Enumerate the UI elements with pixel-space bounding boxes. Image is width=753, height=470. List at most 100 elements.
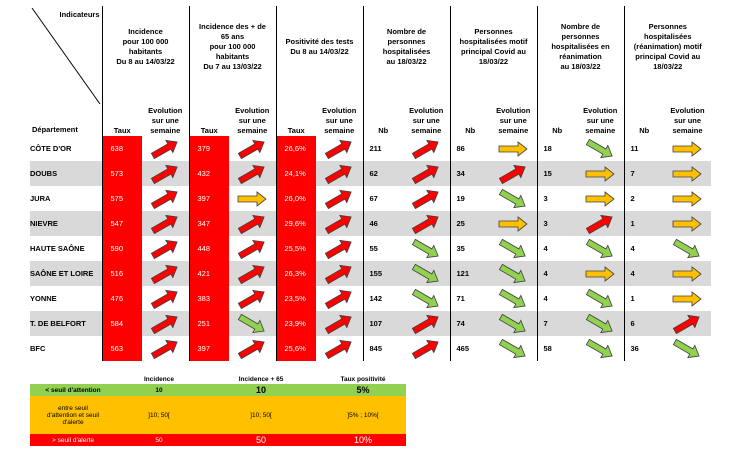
value-cell: 584: [101, 311, 142, 336]
evolution-cell: [403, 186, 450, 211]
value-cell: 573: [101, 161, 142, 186]
arrow-flat-icon: [672, 215, 702, 232]
evolution-cell: [490, 136, 537, 161]
evolution-cell: [490, 186, 537, 211]
arrow-flat-icon: [585, 190, 615, 207]
value-cell: 25,6%: [275, 336, 316, 361]
value-cell: 547: [101, 211, 142, 236]
evolution-cell: [316, 336, 363, 361]
arrow-down-icon: [498, 188, 526, 208]
evolution-cell: [142, 336, 189, 361]
evolution-cell: [142, 161, 189, 186]
table-row: CÔTE D'OR 638 379 26,6% 211 86 18 11: [30, 136, 711, 161]
value-cell: 6: [623, 311, 664, 336]
value-cell: 1: [623, 286, 664, 311]
corner-cell: Indicateurs Département: [30, 6, 102, 136]
col-header-evolution: Evolution sur une semaine: [670, 106, 705, 135]
value-cell: 476: [101, 286, 142, 311]
value-cell: 155: [362, 261, 403, 286]
legend-value: 10: [116, 384, 202, 396]
department-name: SAÔNE ET LOIRE: [30, 261, 102, 286]
evolution-cell: [229, 261, 276, 286]
evolution-cell: [403, 236, 450, 261]
department-name: HAUTE SAÔNE: [30, 244, 85, 253]
arrow-up-icon: [324, 164, 352, 184]
value-cell: 26,0%: [275, 186, 316, 211]
table-row: SAÔNE ET LOIRE 516 421 26,3% 155 121 4 4: [30, 261, 711, 286]
col-header-evolution: Evolution sur une semaine: [235, 106, 270, 135]
evolution-cell: [490, 211, 537, 236]
value-cell: 1: [623, 211, 664, 236]
col-header-value: Taux: [188, 87, 229, 136]
evolution-cell: [664, 286, 711, 311]
arrow-flat-icon: [672, 265, 702, 282]
evolution-cell: [577, 236, 624, 261]
arrow-down-icon: [585, 138, 613, 158]
arrow-up-icon: [324, 339, 352, 359]
arrow-down-icon: [498, 338, 526, 358]
value-cell: 121: [449, 261, 490, 286]
table-row: DOUBS 573 432 24,1% 62 34 15 7: [30, 161, 711, 186]
arrow-up-icon: [411, 339, 439, 359]
evolution-cell: [316, 286, 363, 311]
value-cell: 62: [362, 161, 403, 186]
value-cell: 379: [188, 136, 229, 161]
evolution-cell: [316, 136, 363, 161]
value-cell: 26,6%: [275, 136, 316, 161]
evolution-cell: [142, 211, 189, 236]
value-cell: 23,9%: [275, 311, 316, 336]
arrow-up-icon: [411, 189, 439, 209]
value-cell: 845: [362, 336, 403, 361]
value-cell: 4: [536, 286, 577, 311]
arrow-up-icon: [411, 139, 439, 159]
col-header-evolution: Evolution sur une semaine: [583, 106, 618, 135]
department-name: T. DE BELFORT: [30, 311, 102, 336]
arrow-down-icon: [585, 313, 613, 333]
legend-header-row: Incidence Incidence + 65 Taux positivité: [30, 374, 406, 384]
arrow-up-icon: [672, 314, 700, 334]
value-cell: 251: [188, 311, 229, 336]
col-header-value: Nb: [449, 87, 490, 136]
value-cell: 107: [362, 311, 403, 336]
col-header-evolution: Evolution sur une semaine: [496, 106, 531, 135]
value-cell: 19: [449, 186, 490, 211]
arrow-up-icon: [324, 189, 352, 209]
evolution-cell: [577, 136, 624, 161]
arrow-up-icon: [324, 139, 352, 159]
value-cell: 421: [188, 261, 229, 286]
arrow-down-icon: [237, 313, 265, 333]
value-cell: 34: [449, 161, 490, 186]
arrow-up-icon: [324, 289, 352, 309]
col-header-evolution: Evolution sur une semaine: [148, 106, 183, 135]
indicators-table: Indicateurs Département Incidence pour 1…: [30, 6, 711, 361]
arrow-up-icon: [150, 239, 178, 259]
evolution-cell: [403, 211, 450, 236]
arrow-down-icon: [585, 288, 613, 308]
col-header-value: Taux: [101, 87, 142, 136]
arrow-up-icon: [237, 289, 265, 309]
arrow-up-icon: [411, 164, 439, 184]
col-header-value: Nb: [623, 87, 664, 136]
value-cell: 23,5%: [275, 286, 316, 311]
evolution-cell: [142, 236, 189, 261]
group-header-hospitalised-covid: Personnes hospitalisées motif principal …: [449, 6, 537, 87]
evolution-cell: [403, 261, 450, 286]
value-cell: 55: [362, 236, 403, 261]
legend-header-incidence-65: Incidence + 65: [238, 375, 284, 383]
evolution-cell: [142, 261, 189, 286]
evolution-cell: [316, 261, 363, 286]
group-header-icu-covid: Personnes hospitalisées (réanimation) mo…: [623, 6, 711, 87]
arrow-up-icon: [324, 264, 352, 284]
group-header-incidence-65: Incidence des + de 65 ans pour 100 000 h…: [188, 6, 276, 87]
evolution-cell: [403, 136, 450, 161]
group-header-hospitalised: Nombre de personnes hospitalisées au 18/…: [362, 6, 450, 87]
col-header-evolution: Evolution sur une semaine: [322, 106, 357, 135]
evolution-cell: [664, 261, 711, 286]
value-cell: 4: [623, 261, 664, 286]
legend-value: ]10; 50[: [116, 396, 202, 434]
evolution-cell: [316, 186, 363, 211]
value-cell: 86: [449, 136, 490, 161]
arrow-down-icon: [498, 263, 526, 283]
group-header-icu: Nombre de personnes hospitalisées en réa…: [536, 6, 624, 87]
evolution-cell: [664, 136, 711, 161]
